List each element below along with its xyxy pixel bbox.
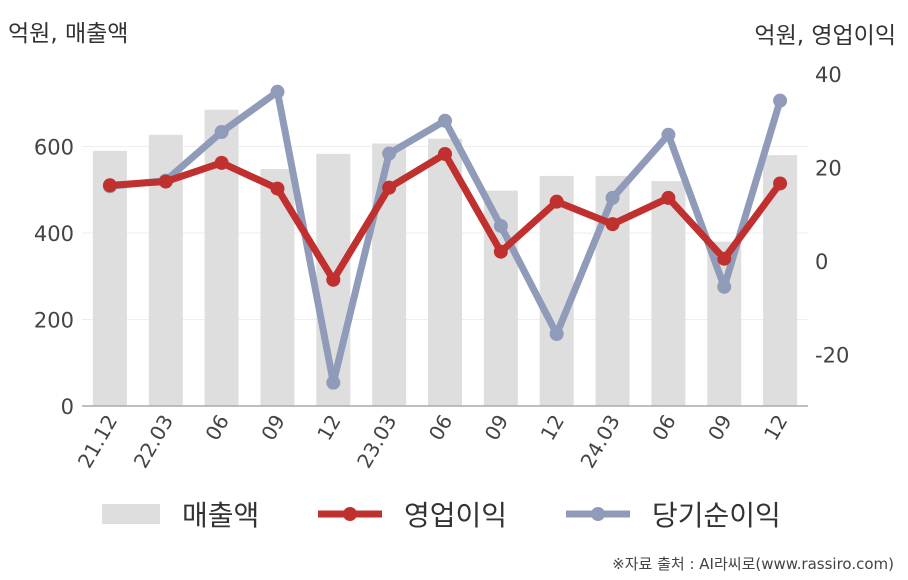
x-tick-label: 06: [200, 411, 234, 445]
point-net-profit: [382, 146, 397, 161]
point-operating-profit: [549, 194, 564, 209]
point-operating-profit: [270, 181, 285, 196]
point-operating-profit: [661, 190, 676, 205]
right-tick-label: 40: [815, 63, 842, 87]
point-operating-profit: [158, 174, 173, 189]
x-tick-label: 06: [424, 411, 458, 445]
right-tick-label: -20: [815, 344, 849, 368]
point-operating-profit: [382, 180, 397, 195]
x-tick-label: 21.12: [73, 411, 122, 473]
source-credit: ※자료 출처 : AI라씨로(www.rassiro.com): [612, 555, 894, 573]
x-tick-label: 09: [703, 411, 737, 445]
point-operating-profit: [493, 244, 508, 259]
legend-label-net-profit: 당기순이익: [652, 499, 781, 532]
x-tick-label: 23.03: [352, 411, 401, 473]
point-operating-profit: [717, 251, 732, 266]
left-tick-label: 600: [34, 136, 74, 160]
legend-label-revenue: 매출액: [182, 499, 260, 532]
point-operating-profit: [326, 272, 341, 287]
x-tick-label: 22.03: [129, 411, 178, 473]
point-net-profit: [717, 279, 732, 294]
profit-lines: [102, 84, 788, 390]
point-operating-profit: [773, 176, 788, 191]
legend-item-net-profit: 당기순이익: [566, 492, 781, 536]
point-operating-profit: [438, 146, 452, 161]
right-axis-unit: 억원, 영업이익: [754, 23, 896, 49]
point-net-profit: [773, 93, 788, 108]
point-net-profit: [661, 127, 676, 142]
point-net-profit: [270, 84, 285, 99]
bar-revenue: [92, 150, 127, 406]
point-net-profit: [549, 326, 564, 341]
left-axis-unit: 억원, 매출액: [8, 21, 129, 47]
bar-revenue: [707, 241, 742, 406]
legend: 매출액 영업이익 당기순이익: [0, 492, 908, 536]
bar-revenue: [763, 155, 798, 406]
x-tick-label: 09: [480, 411, 514, 445]
point-net-profit: [605, 190, 620, 205]
bar-revenue: [204, 109, 239, 407]
bar-revenue: [595, 175, 630, 406]
legend-item-operating-profit: 영업이익: [318, 492, 507, 536]
point-net-profit: [326, 375, 341, 390]
bar-revenue: [651, 181, 686, 406]
legend-swatch-net-profit: [566, 507, 630, 521]
right-tick-label: 0: [815, 250, 828, 274]
point-net-profit: [438, 113, 452, 128]
x-tick-label: 12: [759, 411, 793, 445]
legend-swatch-operating-profit: [318, 507, 382, 521]
left-tick-label: 200: [34, 309, 74, 333]
x-tick-label: 06: [647, 411, 681, 445]
x-tick-label: 24.03: [575, 411, 624, 473]
left-tick-label: 400: [34, 222, 74, 246]
point-net-profit: [493, 218, 508, 233]
x-tick-label: 12: [312, 411, 346, 445]
point-operating-profit: [102, 178, 117, 193]
left-tick-label: 0: [61, 395, 74, 419]
x-tick-label: 09: [256, 411, 290, 445]
x-tick-label: 12: [536, 411, 570, 445]
legend-item-revenue: 매출액: [102, 492, 259, 536]
point-operating-profit: [605, 217, 620, 232]
bar-revenue: [428, 138, 462, 406]
legend-label-operating-profit: 영업이익: [404, 499, 508, 532]
point-net-profit: [214, 125, 229, 140]
right-tick-label: 20: [815, 157, 842, 181]
revenue-bars: [92, 109, 798, 407]
legend-swatch-revenue: [102, 504, 160, 524]
point-operating-profit: [214, 155, 229, 170]
